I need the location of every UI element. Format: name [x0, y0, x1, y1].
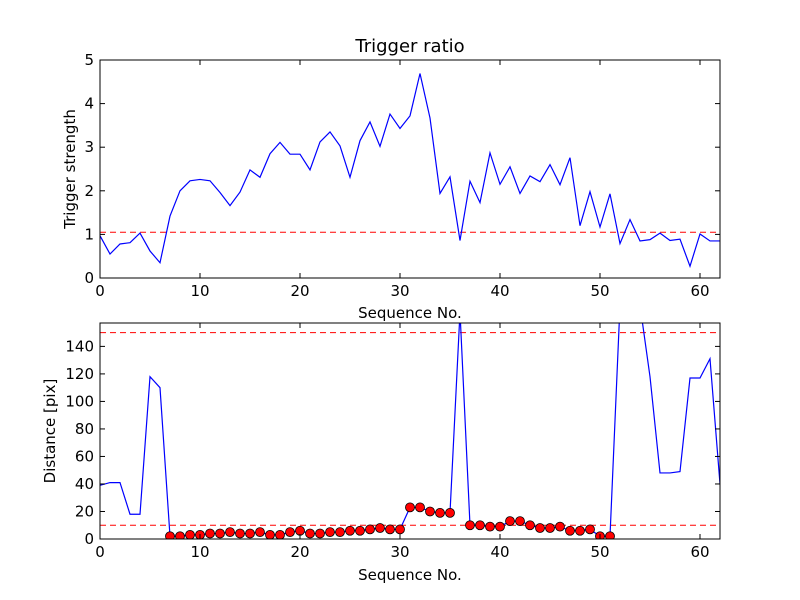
top-y-tick-label: 3	[84, 138, 94, 156]
bottom-x-tick-label: 50	[590, 543, 609, 561]
bottom-marker-point	[235, 528, 245, 539]
top-x-tick-label: 50	[590, 282, 609, 300]
bottom-y-tick-label: 40	[75, 475, 94, 493]
chart-title: Trigger ratio	[354, 36, 464, 57]
bottom-marker-point	[425, 506, 435, 517]
bottom-marker-point	[225, 527, 235, 538]
bottom-y-tick-label: 100	[65, 392, 94, 410]
bottom-y-tick-label: 120	[65, 365, 94, 383]
bottom-marker-point	[255, 527, 265, 538]
top-y-tick-label: 1	[84, 225, 94, 243]
top-x-tick-label: 10	[190, 282, 209, 300]
bottom-marker-point	[485, 521, 495, 532]
bottom-marker-point	[175, 531, 185, 539]
bottom-marker-point	[305, 528, 315, 539]
bottom-y-tick-label: 20	[75, 502, 94, 520]
bottom-x-tick-label: 60	[690, 543, 709, 561]
bottom-marker-point	[395, 524, 405, 535]
bottom-marker-point	[315, 528, 325, 539]
top-y-tick-label: 0	[84, 269, 94, 287]
bottom-x-tick-label: 40	[490, 543, 509, 561]
bottom-marker-point	[345, 525, 355, 536]
bottom-marker-point	[335, 527, 345, 538]
top-x-tick-label: 30	[390, 282, 409, 300]
bottom-y-axis-label: Distance [pix]	[41, 379, 59, 484]
bottom-marker-point	[365, 524, 375, 535]
bottom-chart: 0 10 20 30 40 50 60 0 20 40 60 80 100 120 140 Sequence…	[41, 322, 721, 584]
bottom-x-tick-label: 30	[390, 543, 409, 561]
top-series-line-0	[100, 73, 720, 269]
bottom-y-tick-label: 140	[65, 337, 94, 355]
bottom-x-tick-label: 10	[190, 543, 209, 561]
bottom-marker-point	[285, 527, 295, 538]
bottom-marker-point	[515, 516, 525, 527]
top-x-tick-label: 0	[95, 282, 105, 300]
top-x-tick-label: 60	[690, 282, 709, 300]
bottom-marker-point	[375, 523, 385, 533]
bottom-x-axis-label: Sequence No.	[358, 566, 462, 584]
top-x-tick-label: 40	[490, 282, 509, 300]
bottom-marker-point	[275, 529, 285, 539]
top-y-tick-label: 4	[84, 95, 94, 113]
bottom-marker-point	[565, 525, 575, 536]
bottom-marker-point	[475, 520, 485, 531]
bottom-x-tick-label: 0	[95, 543, 105, 561]
bottom-marker-point	[215, 528, 225, 539]
bottom-marker-point	[165, 531, 175, 539]
bottom-marker-point	[605, 531, 615, 539]
bottom-marker-point	[405, 502, 415, 513]
top-y-tick-label: 5	[84, 51, 94, 69]
bottom-marker-point	[415, 502, 425, 513]
bottom-marker-point	[585, 524, 595, 535]
bottom-marker-point	[505, 516, 515, 527]
bottom-marker-point	[185, 529, 195, 539]
top-y-axis-label: Trigger strength	[61, 109, 79, 230]
top-x-axis-label: Sequence No.	[358, 304, 462, 322]
bottom-y-tick-label: 0	[84, 530, 94, 548]
bottom-marker-point	[205, 528, 215, 539]
bottom-marker-point	[545, 523, 555, 533]
bottom-marker-point	[525, 520, 535, 531]
top-chart: Trigger ratio 0 10 20 30 40 50 60 0 1 2 3 4 5 Sequen…	[61, 36, 721, 322]
bottom-y-tick-label: 60	[75, 447, 94, 465]
bottom-plot-frame	[99, 322, 721, 540]
top-x-tick-label: 20	[290, 282, 309, 300]
bottom-marker-point	[265, 529, 275, 539]
bottom-marker-point	[325, 527, 335, 538]
bottom-series-line-0	[100, 323, 720, 537]
bottom-marker-point	[385, 524, 395, 535]
bottom-marker-point	[295, 525, 305, 536]
top-plot-frame	[99, 59, 721, 279]
bottom-marker-point	[535, 523, 545, 533]
bottom-marker-point	[575, 525, 585, 536]
bottom-marker-point	[245, 528, 255, 539]
bottom-marker-point	[435, 507, 445, 518]
top-y-tick-label: 2	[84, 182, 94, 200]
bottom-y-tick-label: 80	[75, 420, 94, 438]
bottom-marker-point	[555, 521, 565, 532]
bottom-marker-point	[355, 525, 365, 536]
bottom-marker-point	[495, 521, 505, 532]
bottom-x-tick-label: 20	[290, 543, 309, 561]
bottom-marker-point	[465, 520, 475, 531]
bottom-marker-point	[445, 507, 455, 518]
